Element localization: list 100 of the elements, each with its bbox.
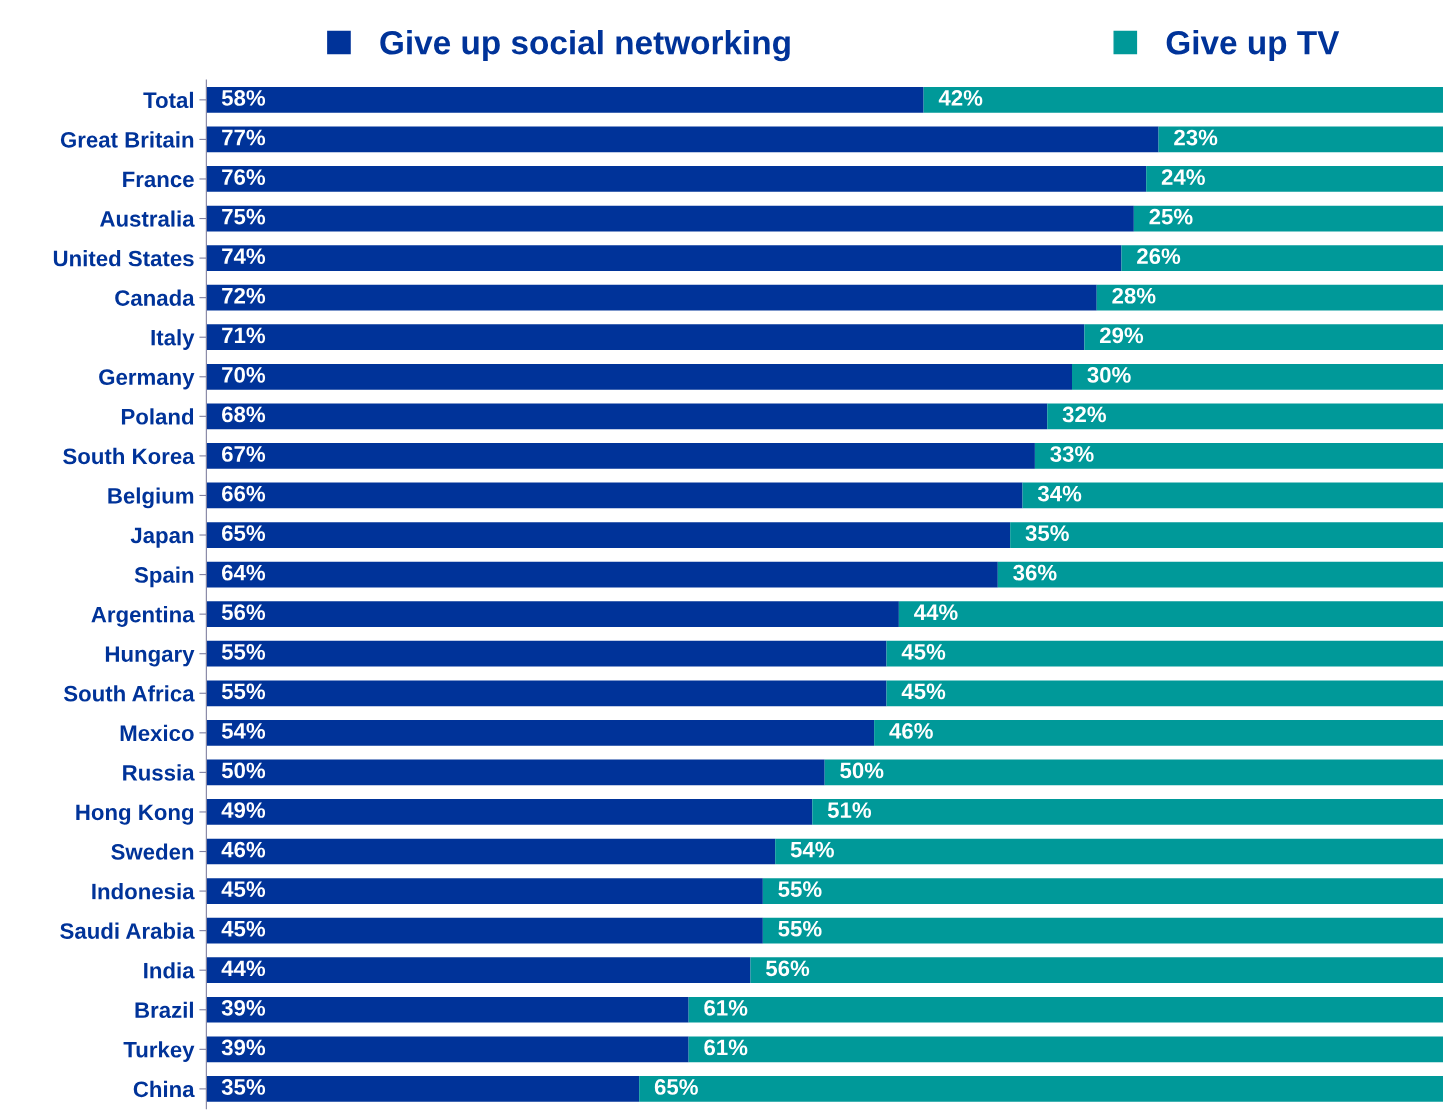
bar xyxy=(762,878,1443,904)
data-label: 44% xyxy=(221,960,266,977)
y-tick-label: United States xyxy=(53,250,194,267)
data-label: 55% xyxy=(778,881,822,898)
y-tick-label: Germany xyxy=(99,369,195,390)
data-label: 46% xyxy=(221,841,266,858)
bar xyxy=(206,957,751,984)
bar xyxy=(775,838,1443,865)
y-tick-label: Japan xyxy=(130,527,194,548)
y-tick-label: Italy xyxy=(151,329,195,350)
bar xyxy=(206,245,1122,271)
bar xyxy=(206,996,689,1023)
bar xyxy=(688,996,1443,1023)
data-label: 35% xyxy=(221,1079,266,1095)
y-tick-label: France xyxy=(123,171,194,188)
y-tick-label: Indonesia xyxy=(92,883,195,900)
bar xyxy=(1022,482,1443,509)
data-label: 54% xyxy=(221,723,266,739)
bar xyxy=(206,284,1097,311)
data-label: 24% xyxy=(1161,169,1205,185)
data-label: 77% xyxy=(222,129,266,146)
data-label: 29% xyxy=(1099,327,1144,344)
data-label: 54% xyxy=(790,841,834,858)
bar xyxy=(997,561,1443,588)
data-label: 23% xyxy=(1174,129,1218,146)
data-label: 34% xyxy=(1037,485,1082,502)
bar xyxy=(206,680,887,707)
data-label: 32% xyxy=(1062,406,1106,423)
y-tick-label: China xyxy=(133,1080,195,1098)
y-tick-label: Belgium xyxy=(108,487,194,509)
y-tick-label: Saudi Arabia xyxy=(60,922,195,939)
bar xyxy=(206,799,813,825)
bar xyxy=(206,166,1147,192)
data-label: 65% xyxy=(654,1079,698,1095)
bar xyxy=(886,680,1443,707)
data-label: 46% xyxy=(889,723,933,739)
bar xyxy=(1158,126,1443,153)
y-tick-label: Great Britain xyxy=(60,131,194,148)
bar xyxy=(206,561,998,588)
legend-label: Give up social networking xyxy=(380,30,790,62)
data-label: 26% xyxy=(1137,248,1181,265)
data-label: 45% xyxy=(901,683,946,700)
y-tick-label: India xyxy=(144,962,195,979)
data-label: 67% xyxy=(222,446,266,462)
bar xyxy=(206,324,1085,351)
bar xyxy=(1146,166,1443,192)
bar xyxy=(206,403,1048,430)
bar xyxy=(812,799,1443,825)
bar xyxy=(898,601,1443,627)
y-tick-label: Russia xyxy=(123,764,195,781)
bar xyxy=(824,759,1443,786)
data-label: 72% xyxy=(222,287,266,304)
bar xyxy=(206,522,1011,548)
y-tick-label: Mexico xyxy=(120,724,194,742)
data-label: 39% xyxy=(221,999,266,1016)
y-tick-label: South Africa xyxy=(63,685,195,702)
y-tick-label: Poland xyxy=(121,408,194,425)
data-label: 42% xyxy=(938,90,983,106)
y-tick-label: Australia xyxy=(100,210,195,227)
data-label: 56% xyxy=(221,604,266,621)
data-label: 35% xyxy=(1025,525,1069,542)
legend-label: Give up TV xyxy=(1166,30,1340,62)
bar xyxy=(1121,245,1443,271)
bar xyxy=(1133,205,1443,232)
bar xyxy=(750,957,1443,984)
bar xyxy=(206,601,899,627)
data-label: 30% xyxy=(1087,367,1131,383)
bar xyxy=(206,759,825,786)
bar xyxy=(1010,522,1443,548)
data-label: 25% xyxy=(1149,208,1193,225)
bar xyxy=(923,86,1443,113)
bar xyxy=(206,363,1072,390)
data-label: 58% xyxy=(221,90,266,106)
y-tick-label: South Korea xyxy=(63,447,195,465)
bar xyxy=(886,640,1443,667)
bar xyxy=(206,719,875,746)
bar xyxy=(1034,443,1443,469)
data-label: 55% xyxy=(221,683,266,700)
y-tick-label: Canada xyxy=(115,289,195,306)
data-label: 28% xyxy=(1112,287,1156,304)
bar xyxy=(1072,363,1443,390)
data-label: 39% xyxy=(221,1039,266,1056)
bar xyxy=(206,1076,640,1102)
data-label: 45% xyxy=(221,920,266,937)
data-label: 75% xyxy=(222,208,266,225)
data-label: 74% xyxy=(222,248,266,265)
data-label: 36% xyxy=(1013,564,1057,581)
bar xyxy=(639,1076,1443,1102)
bar xyxy=(206,205,1134,232)
data-label: 65% xyxy=(222,525,266,541)
data-label: 64% xyxy=(222,564,266,581)
data-label: 56% xyxy=(766,960,810,977)
data-label: 61% xyxy=(704,999,748,1016)
data-label: 71% xyxy=(222,327,266,344)
y-tick-label: Total xyxy=(143,91,193,109)
y-tick-label: Argentina xyxy=(91,606,195,627)
data-label: 70% xyxy=(222,367,266,383)
bar xyxy=(1047,403,1443,430)
bar xyxy=(206,838,776,865)
data-label: 55% xyxy=(221,643,266,660)
